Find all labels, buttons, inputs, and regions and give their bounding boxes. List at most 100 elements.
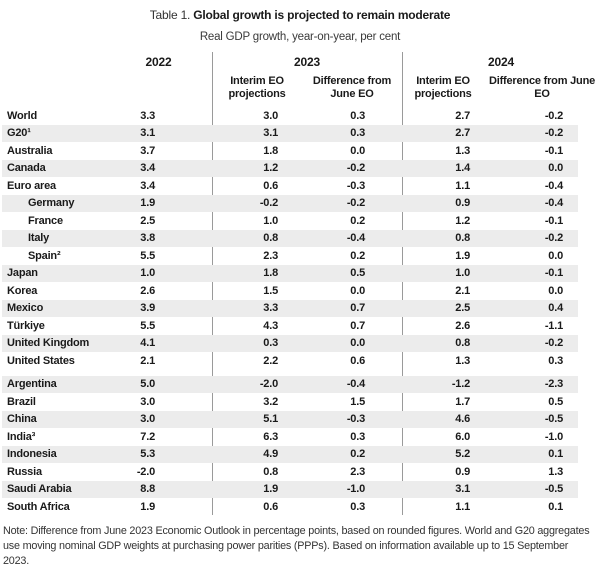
country-label: United Kingdom (7, 337, 90, 350)
value-cell: 1.5 (263, 284, 278, 297)
table-row: Germany 1.9 -0.2 -0.2 0.9 -0.4 (2, 194, 578, 212)
country-label: United States (7, 354, 75, 367)
value-cell: -0.2 (544, 337, 563, 350)
value-cell: 7.2 (140, 430, 155, 443)
value-cell: -0.2 (544, 109, 563, 122)
country-label: Argentina (7, 378, 57, 391)
table-row: India³ 7.2 6.3 0.3 6.0 -1.0 (2, 428, 578, 446)
value-cell: 1.2 (263, 162, 278, 175)
value-cell: 2.2 (263, 354, 278, 367)
value-cell: -0.4 (544, 179, 563, 192)
year-header-2022: 2022 (145, 55, 172, 69)
table-row: Australia 3.7 1.8 0.0 1.3 -0.1 (2, 142, 578, 160)
value-cell: 1.8 (263, 267, 278, 280)
value-cell: 0.3 (263, 337, 278, 350)
value-cell: 3.0 (140, 413, 155, 426)
value-cell: 0.3 (350, 127, 365, 140)
table-row: United Kingdom 4.1 0.3 0.0 0.8 -0.2 (2, 334, 578, 352)
header-2023-difference: Difference from June EO (312, 75, 392, 100)
value-cell: 5.3 (140, 448, 155, 461)
value-cell: 1.8 (263, 144, 278, 157)
value-cell: -1.1 (544, 319, 563, 332)
country-label: Germany (28, 197, 75, 210)
country-label: Canada (7, 162, 46, 175)
country-label: Russia (7, 465, 42, 478)
value-cell: 0.5 (548, 395, 563, 408)
table-row: Japan 1.0 1.8 0.5 1.0 -0.1 (2, 264, 578, 282)
table-number: Table 1. (149, 8, 191, 22)
value-cell: 2.3 (350, 465, 365, 478)
header-2024-difference: Difference from June EO (488, 75, 596, 100)
value-cell: 0.0 (350, 337, 365, 350)
value-cell: 0.7 (350, 302, 365, 315)
value-cell: 0.8 (263, 465, 278, 478)
value-cell: 0.6 (263, 179, 278, 192)
value-cell: 1.9 (140, 197, 155, 210)
table-row: Indonesia 5.3 4.9 0.2 5.2 0.1 (2, 445, 578, 463)
value-cell: 3.0 (263, 109, 278, 122)
value-cell: -0.5 (544, 483, 563, 496)
country-label: World (7, 109, 37, 122)
value-cell: 0.8 (263, 232, 278, 245)
value-cell: 1.2 (455, 214, 470, 227)
table-row: China 3.0 5.1 -0.3 4.6 -0.5 (2, 410, 578, 428)
value-cell: 1.0 (263, 214, 278, 227)
value-cell: 6.3 (263, 430, 278, 443)
value-cell: 2.1 (455, 284, 470, 297)
table-subtitle: Real GDP growth, year-on-year, per cent (199, 31, 401, 43)
country-label: Spain² (28, 249, 61, 262)
value-cell: 3.4 (140, 179, 155, 192)
value-cell: -0.2 (259, 197, 278, 210)
value-cell: -1.0 (346, 483, 365, 496)
value-cell: 0.5 (350, 267, 365, 280)
value-cell: 5.0 (140, 378, 155, 391)
value-cell: 2.6 (140, 284, 155, 297)
value-cell: -0.1 (544, 144, 563, 157)
country-label: China (7, 413, 37, 426)
value-cell: 4.6 (455, 413, 470, 426)
table-row: Canada 3.4 1.2 -0.2 1.4 0.0 (2, 159, 578, 177)
table-title: Table 1. Global growth is projected to re… (0, 8, 600, 22)
value-cell: 2.6 (455, 319, 470, 332)
value-cell: 4.1 (140, 337, 155, 350)
country-label: France (28, 214, 63, 227)
value-cell: 0.7 (350, 319, 365, 332)
country-label: India³ (7, 430, 36, 443)
value-cell: 0.0 (548, 249, 563, 262)
table-title-text: Global growth is projected to remain mod… (193, 8, 451, 22)
value-cell: 3.9 (140, 302, 155, 315)
value-cell: 1.5 (350, 395, 365, 408)
value-cell: -0.4 (346, 232, 365, 245)
country-label: Mexico (7, 302, 44, 315)
value-cell: -0.2 (346, 162, 365, 175)
table-row: Italy 3.8 0.8 -0.4 0.8 -0.2 (2, 229, 578, 247)
value-cell: -0.1 (544, 267, 563, 280)
value-cell: 2.5 (140, 214, 155, 227)
value-cell: 0.0 (350, 144, 365, 157)
value-cell: 1.4 (455, 162, 470, 175)
value-cell: -0.4 (346, 378, 365, 391)
value-cell: 5.1 (263, 413, 278, 426)
year-header-2023: 2023 (294, 55, 320, 69)
value-cell: 3.3 (140, 109, 155, 122)
value-cell: 1.9 (263, 483, 278, 496)
value-cell: 0.4 (548, 302, 563, 315)
value-cell: 5.2 (455, 448, 470, 461)
value-cell: 8.8 (140, 483, 155, 496)
sub-header-row: Interim EO projections Difference from J… (2, 73, 600, 107)
value-cell: 1.7 (455, 395, 470, 408)
value-cell: -0.2 (544, 232, 563, 245)
country-label: Australia (7, 144, 53, 157)
value-cell: 3.0 (140, 395, 155, 408)
table-row: United States 2.1 2.2 0.6 1.3 0.3 (2, 352, 578, 370)
country-label: Brazil (7, 395, 36, 408)
country-label: Türkiye (7, 319, 45, 332)
table-row: Mexico 3.9 3.3 0.7 2.5 0.4 (2, 299, 578, 317)
value-cell: -0.2 (544, 127, 563, 140)
value-cell: 1.3 (455, 354, 470, 367)
country-label: Korea (7, 284, 38, 297)
value-cell: 0.6 (263, 500, 278, 513)
table-note: Note: Difference from June 2023 Economic… (3, 525, 590, 567)
gdp-growth-table: 2022 2023 2024 Interim EO projections Di… (2, 52, 600, 516)
